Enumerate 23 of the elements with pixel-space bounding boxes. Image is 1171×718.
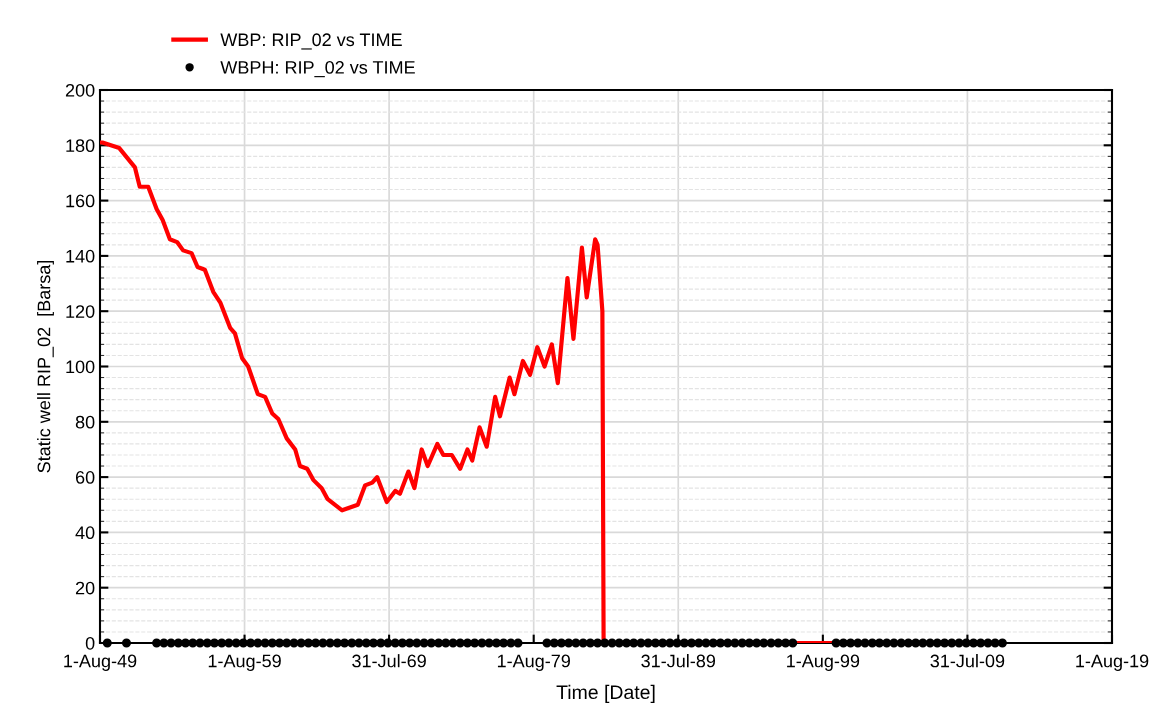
y-tick-label: 60 bbox=[75, 471, 95, 484]
legend-label: WBPH: RIP_02 vs TIME bbox=[220, 61, 415, 78]
x-tick-label: 31-Jul-89 bbox=[641, 654, 716, 668]
legend-label: WBP: RIP_02 vs TIME bbox=[220, 33, 402, 50]
y-tick-label: 140 bbox=[66, 249, 95, 263]
y-tick-label: 180 bbox=[66, 139, 95, 153]
y-tick-label: 200 bbox=[65, 83, 95, 97]
y-tick-label: 80 bbox=[75, 415, 95, 429]
y-tick-label: 40 bbox=[75, 526, 95, 540]
y-tick-label: 0 bbox=[85, 636, 95, 650]
y-tick-label: 20 bbox=[75, 581, 95, 595]
y-tick-label: 160 bbox=[66, 194, 95, 208]
x-tick-label: 1-Aug-49 bbox=[64, 654, 137, 671]
y-axis-title: Static well RIP_02 [Barsa] bbox=[37, 260, 54, 473]
x-axis-title: Time [Date] bbox=[556, 684, 655, 703]
x-tick-label: 1-Aug-59 bbox=[208, 654, 281, 671]
x-tick-label: 31-Jul-09 bbox=[930, 654, 1005, 668]
x-tick-label: 1-Aug-19 bbox=[1076, 654, 1149, 671]
x-tick-label: 1-Aug-99 bbox=[787, 654, 860, 671]
y-tick-label: 100 bbox=[66, 360, 95, 374]
x-tick-label: 1-Aug-79 bbox=[497, 654, 570, 671]
x-tick-label: 31-Jul-69 bbox=[352, 654, 426, 668]
y-tick-label: 120 bbox=[66, 305, 95, 318]
